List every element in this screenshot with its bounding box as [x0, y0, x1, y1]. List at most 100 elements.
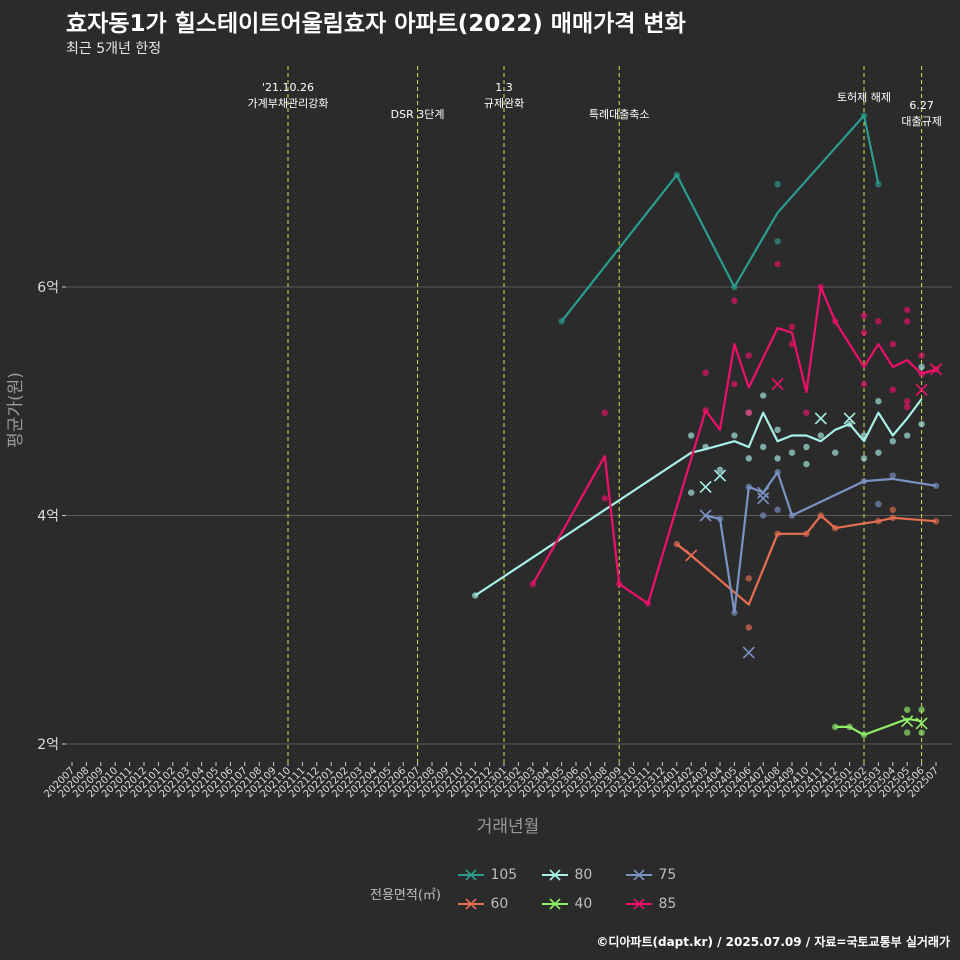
data-point [788, 323, 796, 331]
data-point [760, 392, 767, 399]
data-point [745, 455, 752, 462]
data-point [817, 432, 824, 439]
series-line-85 [531, 285, 937, 605]
event-label: 규제완화 [484, 97, 524, 110]
event-label: 대출규제 [901, 115, 941, 128]
x-marker [814, 412, 827, 425]
data-point [875, 500, 882, 508]
data-point [904, 729, 911, 736]
data-point [774, 238, 781, 245]
x-marker [915, 383, 928, 396]
y-axis: 2억 4억 6억 [37, 280, 66, 753]
legend-item-40: 40 [540, 895, 592, 915]
event-label: 1.3 [495, 81, 513, 94]
data-point [803, 409, 810, 416]
series-85 [529, 260, 943, 607]
series-105 [558, 112, 882, 325]
legend-item-105: 105 [456, 866, 517, 886]
x-axis-label: 거래년월 [477, 817, 540, 837]
x-marker [742, 646, 755, 659]
legend-key-icon [458, 869, 484, 881]
chart-title: 효자동1가 힐스테이트어울림효자 아파트(2022) 매매가격 변화 [66, 11, 686, 37]
data-point [860, 455, 868, 462]
legend-key-icon [542, 869, 568, 881]
data-point [731, 432, 738, 439]
x-marker [915, 717, 928, 730]
event-label: 6.27 [909, 99, 934, 112]
x-marker [699, 509, 712, 522]
data-point [875, 449, 882, 456]
chart-subtitle: 최근 5개년 한정 [66, 41, 162, 57]
data-point [832, 449, 839, 456]
data-point [774, 506, 781, 513]
legend-item-85: 85 [624, 895, 676, 915]
event-label: '21.10.26 [262, 81, 314, 94]
event-label: 특례대출축소 [589, 108, 650, 121]
y-tick-label: 4억 [37, 509, 59, 525]
grid-lines [66, 286, 952, 745]
x-marker [843, 412, 856, 425]
event-label: DSR 3단계 [391, 108, 445, 121]
legend-item-label: 75 [658, 867, 677, 883]
x-marker [713, 469, 727, 482]
series-line-75 [705, 471, 937, 614]
data-point [860, 380, 868, 388]
data-point [760, 443, 767, 451]
data-point [918, 420, 925, 428]
y-axis-label: 평균가(원) [6, 372, 26, 448]
data-point [904, 398, 911, 405]
data-point [688, 489, 695, 496]
data-point [702, 369, 709, 376]
series-75 [699, 468, 940, 659]
legend-key-icon [626, 869, 652, 881]
data-point [918, 363, 925, 371]
data-point [860, 329, 868, 336]
legend-item-label: 85 [658, 896, 677, 912]
legend-key-icon [626, 898, 652, 910]
legend-title: 전용면적(㎡) [370, 888, 441, 903]
legend-key-icon [542, 898, 568, 910]
data-point [716, 466, 724, 473]
data-point [731, 380, 738, 388]
data-point [918, 352, 925, 359]
data-point [904, 306, 911, 314]
x-marker [901, 715, 914, 728]
data-point [774, 426, 781, 434]
legend-item-80: 80 [540, 866, 592, 886]
data-point [904, 706, 911, 713]
x-marker [771, 378, 784, 391]
series-line-60 [676, 514, 937, 606]
data-point [889, 472, 896, 479]
data-point [688, 432, 695, 439]
data-point [803, 460, 810, 468]
series-80 [472, 363, 925, 599]
data-point [774, 260, 781, 268]
data-point [745, 352, 752, 359]
x-marker [757, 492, 770, 505]
event-label: 가계부채관리강화 [248, 97, 329, 110]
legend-item-label: 60 [490, 896, 509, 912]
data-point [875, 398, 882, 405]
x-marker [757, 486, 770, 499]
data-point [918, 729, 925, 736]
series-60 [673, 506, 940, 631]
data-point [760, 512, 767, 519]
data-point [932, 518, 940, 525]
data-point [860, 312, 868, 319]
event-label: 토허제 해제 [837, 90, 891, 104]
data-point [889, 438, 896, 445]
data-point [745, 409, 752, 416]
data-point [774, 455, 781, 462]
data-point [601, 495, 608, 502]
source-caption: ©디아파트(dapt.kr) / 2025.07.09 / 자료=국토교통부 실… [596, 935, 950, 949]
data-point [774, 180, 781, 188]
data-point [745, 575, 752, 582]
series-line-40 [835, 717, 922, 736]
data-point [745, 624, 752, 631]
legend-item-60: 60 [456, 895, 508, 915]
series-line-105 [560, 114, 880, 322]
x-axis: 2020072020082020092020102020112020122021… [42, 762, 941, 800]
data-point [889, 340, 896, 348]
